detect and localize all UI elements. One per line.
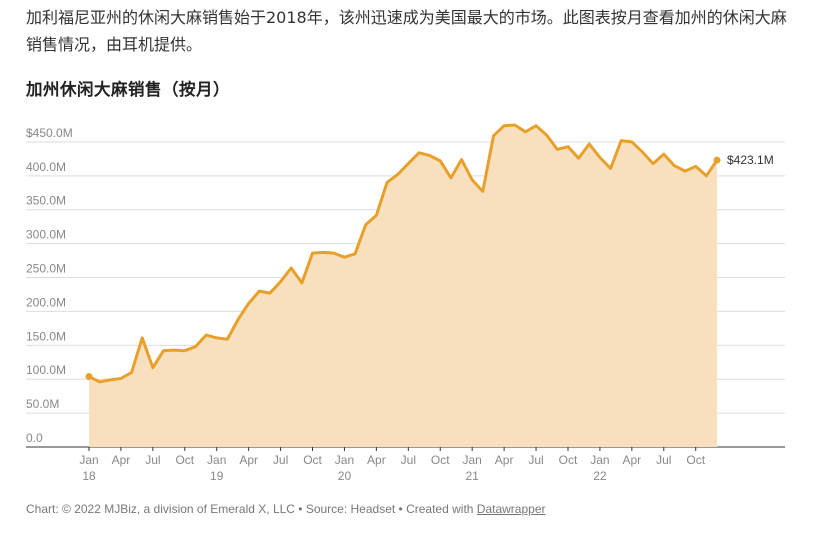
y-tick-label: $450.0M	[26, 126, 73, 140]
y-tick-label: 0.0	[26, 431, 43, 445]
x-tick-label: Oct	[686, 453, 705, 467]
y-tick-label: 350.0M	[26, 194, 66, 208]
x-tick-year: 22	[593, 469, 607, 483]
x-tick-year: 21	[466, 469, 480, 483]
x-tick-label: Jul	[273, 453, 288, 467]
x-tick-label: Apr	[239, 453, 258, 467]
x-tick-label: Apr	[367, 453, 386, 467]
y-tick-label: 150.0M	[26, 329, 66, 343]
y-tick-label: 300.0M	[26, 228, 66, 242]
x-tick-year: 20	[338, 469, 352, 483]
chart-footer: Chart: © 2022 MJBiz, a division of Emera…	[26, 502, 545, 516]
sales-line	[87, 123, 719, 384]
x-tick-label: Jan	[207, 453, 226, 467]
x-tick-label: Oct	[431, 453, 450, 467]
y-tick-label: 200.0M	[26, 295, 66, 309]
x-tick-year: 19	[210, 469, 224, 483]
chart: 0.0 50.0M 100.0M 150.0M 200.0M 250.0M 300.0M 35…	[26, 123, 785, 483]
y-tick-label: 250.0M	[26, 262, 66, 276]
intro-text: 加利福尼亚州的休闲大麻销售始于2018年，该州迅速成为美国最大的市场。此图表按月…	[26, 8, 787, 54]
start-point	[85, 372, 93, 380]
x-tick-label: Apr	[112, 453, 131, 467]
x-tick-label: Jul	[145, 453, 160, 467]
x-tick-label: Jan	[463, 453, 482, 467]
y-tick-label: 100.0M	[26, 363, 66, 377]
datawrapper-link[interactable]: Datawrapper	[476, 502, 546, 516]
x-tick-label: Jul	[528, 453, 543, 467]
x-tick-label: Apr	[623, 453, 642, 467]
x-tick-label: Jul	[401, 453, 416, 467]
x-tick-label: Apr	[495, 453, 514, 467]
x-tick-label: Jan	[79, 453, 98, 467]
y-tick-label: 50.0M	[26, 397, 59, 411]
x-tick-label: Jul	[656, 453, 671, 467]
x-tick-label: Oct	[303, 453, 322, 467]
x-tick-year: 18	[82, 469, 96, 483]
x-tick-label: Oct	[175, 453, 194, 467]
end-value-label: $423.1M	[727, 153, 774, 167]
x-tick-label: Oct	[559, 453, 578, 467]
footer-credit: Chart: © 2022 MJBiz, a division of Emera…	[26, 502, 477, 516]
y-tick-label: 400.0M	[26, 160, 66, 174]
end-point	[713, 156, 721, 164]
chart-title: 加州休闲大麻销售（按月）	[26, 80, 230, 99]
sales-area	[89, 125, 717, 447]
x-tick-label: Jan	[590, 453, 609, 467]
x-tick-label: Jan	[335, 453, 354, 467]
